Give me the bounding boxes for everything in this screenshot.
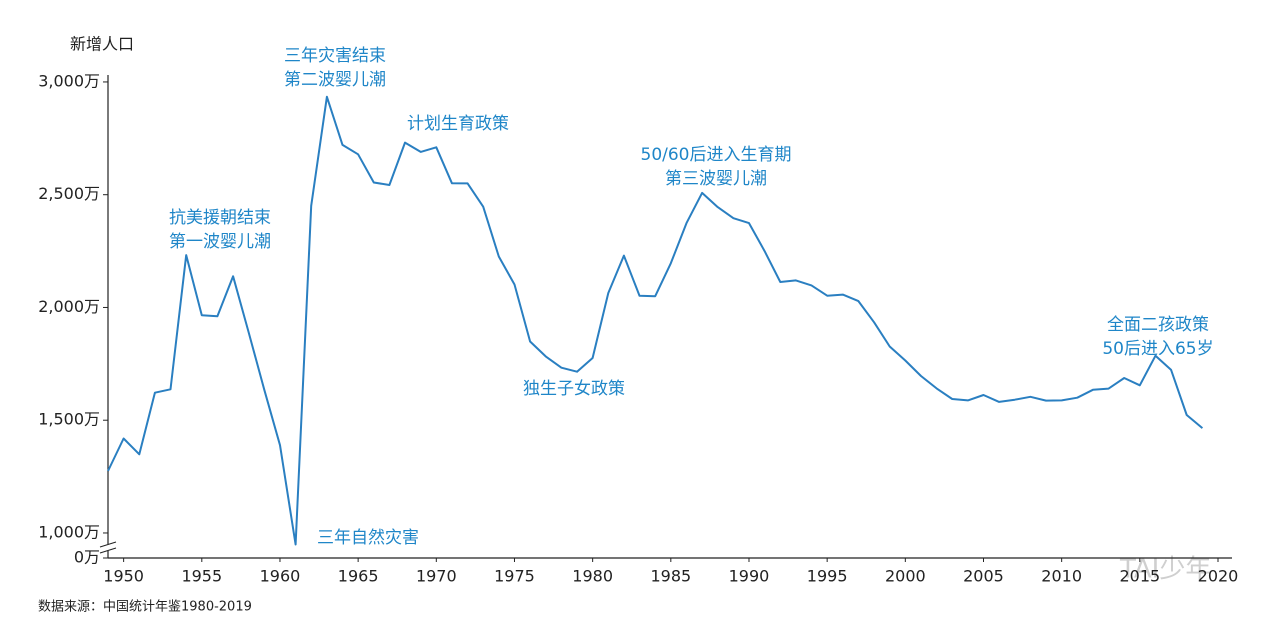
annotation: 第三波婴儿潮 xyxy=(665,169,767,189)
x-tick-label: 2005 xyxy=(963,567,1004,586)
x-tick-label: 1975 xyxy=(494,567,535,586)
annotation: 计划生育政策 xyxy=(407,114,509,134)
annotation: 50后进入65岁 xyxy=(1102,339,1213,359)
axis-break xyxy=(99,547,117,554)
x-tick-label: 1990 xyxy=(729,567,770,586)
annotation: 第一波婴儿潮 xyxy=(169,232,271,252)
annotation: 抗美援朝结束 xyxy=(169,208,271,228)
annotation: 50/60后进入生育期 xyxy=(641,145,792,165)
x-tick-label: 1985 xyxy=(650,567,691,586)
x-tick-label: 1960 xyxy=(260,567,301,586)
y-axis-title: 新增人口 xyxy=(70,35,134,54)
source: 数据来源：中国统计年鉴1980-2019 xyxy=(38,600,252,615)
annotation: 全面二孩政策 xyxy=(1107,315,1209,335)
series-line xyxy=(107,95,1204,546)
x-tick-label: 1980 xyxy=(572,567,613,586)
x-tick-label: 1965 xyxy=(338,567,379,586)
watermark: TAI少年 xyxy=(1119,555,1211,585)
x-tick-label: 1995 xyxy=(807,567,848,586)
x-tick-label: 1955 xyxy=(181,567,222,586)
x-tick-label: 2015 xyxy=(1119,567,1160,586)
annotation: 独生子女政策 xyxy=(523,379,625,399)
x-tick-label: 2000 xyxy=(885,567,926,586)
annotation: 三年自然灾害 xyxy=(317,528,419,548)
y-tick-label: 1,500万 xyxy=(38,410,100,429)
axis-break-gap xyxy=(100,544,116,551)
y-tick-label: 2,000万 xyxy=(38,297,100,316)
y-tick-label: 2,500万 xyxy=(38,184,100,203)
x-tick-label: 2010 xyxy=(1041,567,1082,586)
y-tick-label: 1,000万 xyxy=(38,522,100,541)
y-tick-label: 0万 xyxy=(74,548,100,567)
annotation: 三年灾害结束 xyxy=(284,46,386,66)
x-tick-label: 2020 xyxy=(1198,567,1239,586)
x-tick-label: 1950 xyxy=(103,567,144,586)
y-tick-label: 3,000万 xyxy=(38,71,100,90)
x-tick-label: 1970 xyxy=(416,567,457,586)
axis-break xyxy=(99,541,117,548)
annotation: 第二波婴儿潮 xyxy=(284,70,386,90)
